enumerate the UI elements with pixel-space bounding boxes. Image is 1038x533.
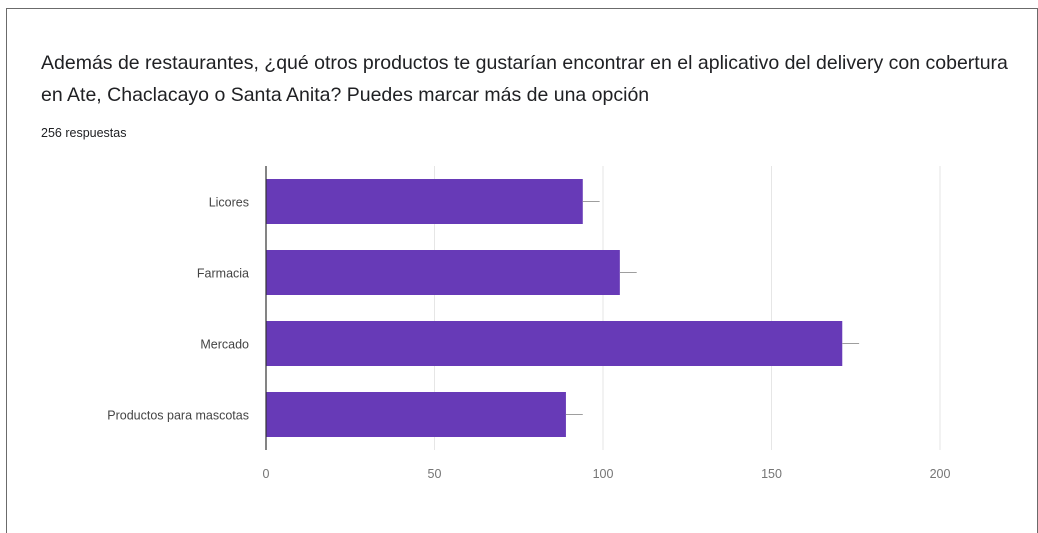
category-label: Licores — [209, 196, 249, 210]
question-title: Además de restaurantes, ¿qué otros produ… — [41, 52, 1008, 106]
bar-farmacia — [266, 250, 620, 295]
responses-count: 256 respuestas — [41, 126, 127, 140]
category-label: Productos para mascotas — [107, 409, 249, 423]
bar-licores — [266, 179, 583, 224]
x-tick-label: 200 — [930, 467, 951, 481]
category-label: Farmacia — [197, 267, 249, 281]
x-tick-label: 150 — [761, 467, 782, 481]
bar-productos-para-mascotas — [266, 392, 566, 437]
question-card: Además de restaurantes, ¿qué otros produ… — [6, 8, 1038, 533]
bars — [266, 179, 860, 437]
x-tick-label: 50 — [428, 467, 442, 481]
x-tick-label: 100 — [593, 467, 614, 481]
x-tick-label: 0 — [263, 467, 270, 481]
bar-mercado — [266, 321, 843, 366]
labels: 0 50 100 150 200 Licores Farmacia Mercado Produc… — [107, 196, 950, 482]
category-label: Mercado — [200, 338, 249, 352]
